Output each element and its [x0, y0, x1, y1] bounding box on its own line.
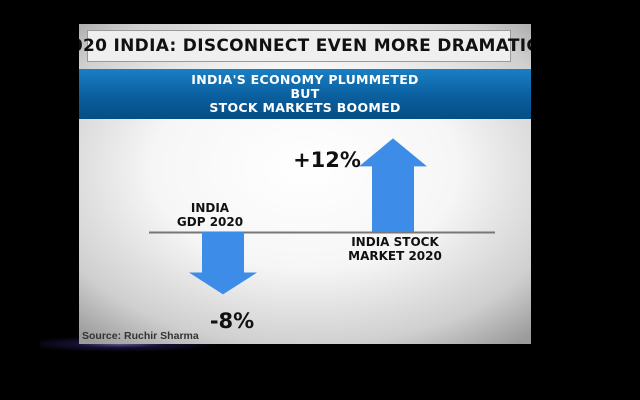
- slide-panel: 2020 INDIA: DISCONNECT EVEN MORE DRAMATI…: [79, 24, 531, 344]
- stock-up-arrow: [359, 138, 427, 232]
- gdp-label-line-1: INDIA: [191, 201, 230, 215]
- gdp-value-label: -8%: [210, 309, 254, 333]
- source-credit: Source: Ruchir Sharma: [82, 330, 199, 342]
- title-box: 2020 INDIA: DISCONNECT EVEN MORE DRAMATI…: [79, 30, 531, 62]
- gdp-label-line-2: GDP 2020: [177, 215, 243, 229]
- stock-value-label: +12%: [293, 148, 361, 172]
- banner-line-1: INDIA'S ECONOMY PLUMMETED: [191, 72, 419, 87]
- banner-line-3: STOCK MARKETS BOOMED: [209, 100, 401, 115]
- slide-title: 2020 INDIA: DISCONNECT EVEN MORE DRAMATI…: [79, 36, 531, 56]
- banner-line-2: BUT: [290, 86, 320, 101]
- arrow-chart: INDIA GDP 2020 -8% +12% INDIA STOCK MARK…: [149, 138, 495, 333]
- stock-label-line-1: INDIA STOCK: [351, 235, 439, 249]
- gdp-down-arrow: [189, 232, 257, 295]
- stock-label-line-2: MARKET 2020: [348, 249, 442, 263]
- headline-banner: INDIA'S ECONOMY PLUMMETED BUT STOCK MARK…: [79, 69, 531, 119]
